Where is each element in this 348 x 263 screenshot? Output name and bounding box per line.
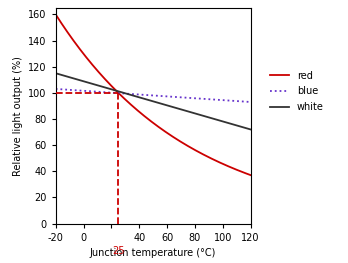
white bbox=[248, 128, 253, 131]
blue bbox=[244, 100, 248, 103]
Line: blue: blue bbox=[56, 89, 251, 102]
blue bbox=[147, 94, 151, 97]
Line: white: white bbox=[56, 73, 251, 129]
red bbox=[169, 134, 174, 138]
blue bbox=[159, 94, 163, 98]
blue bbox=[213, 98, 218, 101]
red bbox=[159, 127, 163, 130]
red bbox=[146, 118, 150, 121]
blue bbox=[146, 94, 150, 97]
red bbox=[147, 118, 151, 122]
red bbox=[54, 13, 58, 16]
white bbox=[213, 118, 218, 121]
white bbox=[147, 99, 151, 102]
Y-axis label: Relative light output (%): Relative light output (%) bbox=[13, 56, 23, 176]
white bbox=[146, 98, 150, 102]
white bbox=[159, 102, 163, 105]
blue bbox=[169, 95, 174, 98]
white bbox=[244, 127, 248, 130]
Text: 25: 25 bbox=[112, 246, 125, 256]
red bbox=[244, 172, 248, 175]
blue bbox=[248, 100, 253, 104]
Line: red: red bbox=[56, 14, 251, 175]
white bbox=[54, 72, 58, 75]
white bbox=[169, 105, 174, 108]
red bbox=[248, 174, 253, 177]
Legend: red, blue, white: red, blue, white bbox=[266, 67, 327, 116]
blue bbox=[54, 87, 58, 90]
X-axis label: Junction temperature (°C): Junction temperature (°C) bbox=[90, 248, 216, 258]
red bbox=[213, 159, 218, 162]
